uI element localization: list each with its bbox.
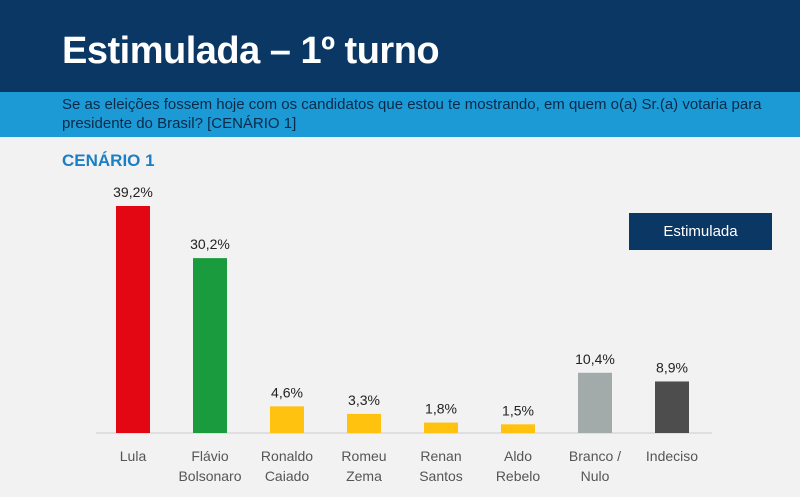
- bar-6: [578, 372, 612, 433]
- bar-2: [270, 406, 304, 433]
- page-title: Estimulada – 1º turno: [62, 30, 440, 72]
- bar-4: [424, 422, 458, 433]
- question-banner: Se as eleições fossem hoje com os candid…: [0, 92, 800, 137]
- category-label-line: Rebelo: [496, 468, 541, 484]
- bar-value-label-0: 39,2%: [113, 184, 153, 200]
- legend-label: Estimulada: [663, 223, 738, 240]
- header-banner: Estimulada – 1º turno: [0, 0, 800, 92]
- bar-value-label-4: 1,8%: [425, 401, 457, 417]
- category-label-line: Lula: [120, 448, 147, 464]
- category-label-2: Ronaldo Caiado: [261, 448, 313, 484]
- category-label-line: Indeciso: [646, 448, 698, 464]
- category-label-line: Ronaldo: [261, 448, 313, 464]
- category-label-0: Lula: [120, 448, 147, 464]
- category-label-1: Flávio Bolsonaro: [178, 448, 241, 484]
- bar-1: [193, 258, 227, 433]
- category-label-line: Nulo: [581, 468, 610, 484]
- category-label-4: Renan Santos: [419, 448, 463, 484]
- category-label-line: Bolsonaro: [178, 468, 241, 484]
- scenario-label: CENÁRIO 1: [62, 151, 155, 170]
- legend-entry: Estimulada: [629, 213, 772, 250]
- category-label-line: Branco /: [569, 448, 621, 464]
- category-label-3: Romeu Zema: [341, 448, 386, 484]
- bar-value-label-7: 8,9%: [656, 359, 688, 375]
- bar-value-label-3: 3,3%: [348, 392, 380, 408]
- category-label-line: Santos: [419, 468, 463, 484]
- category-label-line: Aldo: [504, 448, 532, 464]
- bar-7: [655, 381, 689, 433]
- bar-0: [116, 206, 150, 433]
- category-label-line: Flávio: [191, 448, 229, 464]
- category-label-line: Caiado: [265, 468, 310, 484]
- bar-3: [347, 413, 381, 433]
- bar-value-label-1: 30,2%: [190, 236, 230, 252]
- category-label-6: Branco / Nulo: [569, 448, 621, 484]
- bar-5: [501, 424, 535, 433]
- bar-value-label-2: 4,6%: [271, 384, 303, 400]
- bar-value-label-5: 1,5%: [502, 402, 534, 418]
- bar-value-label-6: 10,4%: [575, 351, 615, 367]
- category-label-5: Aldo Rebelo: [496, 448, 541, 484]
- survey-question: Se as eleições fossem hoje com os candid…: [62, 96, 762, 132]
- category-label-7: Indeciso: [646, 448, 698, 464]
- category-label-line: Renan: [420, 448, 461, 464]
- category-label-line: Zema: [346, 468, 382, 484]
- category-label-line: Romeu: [341, 448, 386, 464]
